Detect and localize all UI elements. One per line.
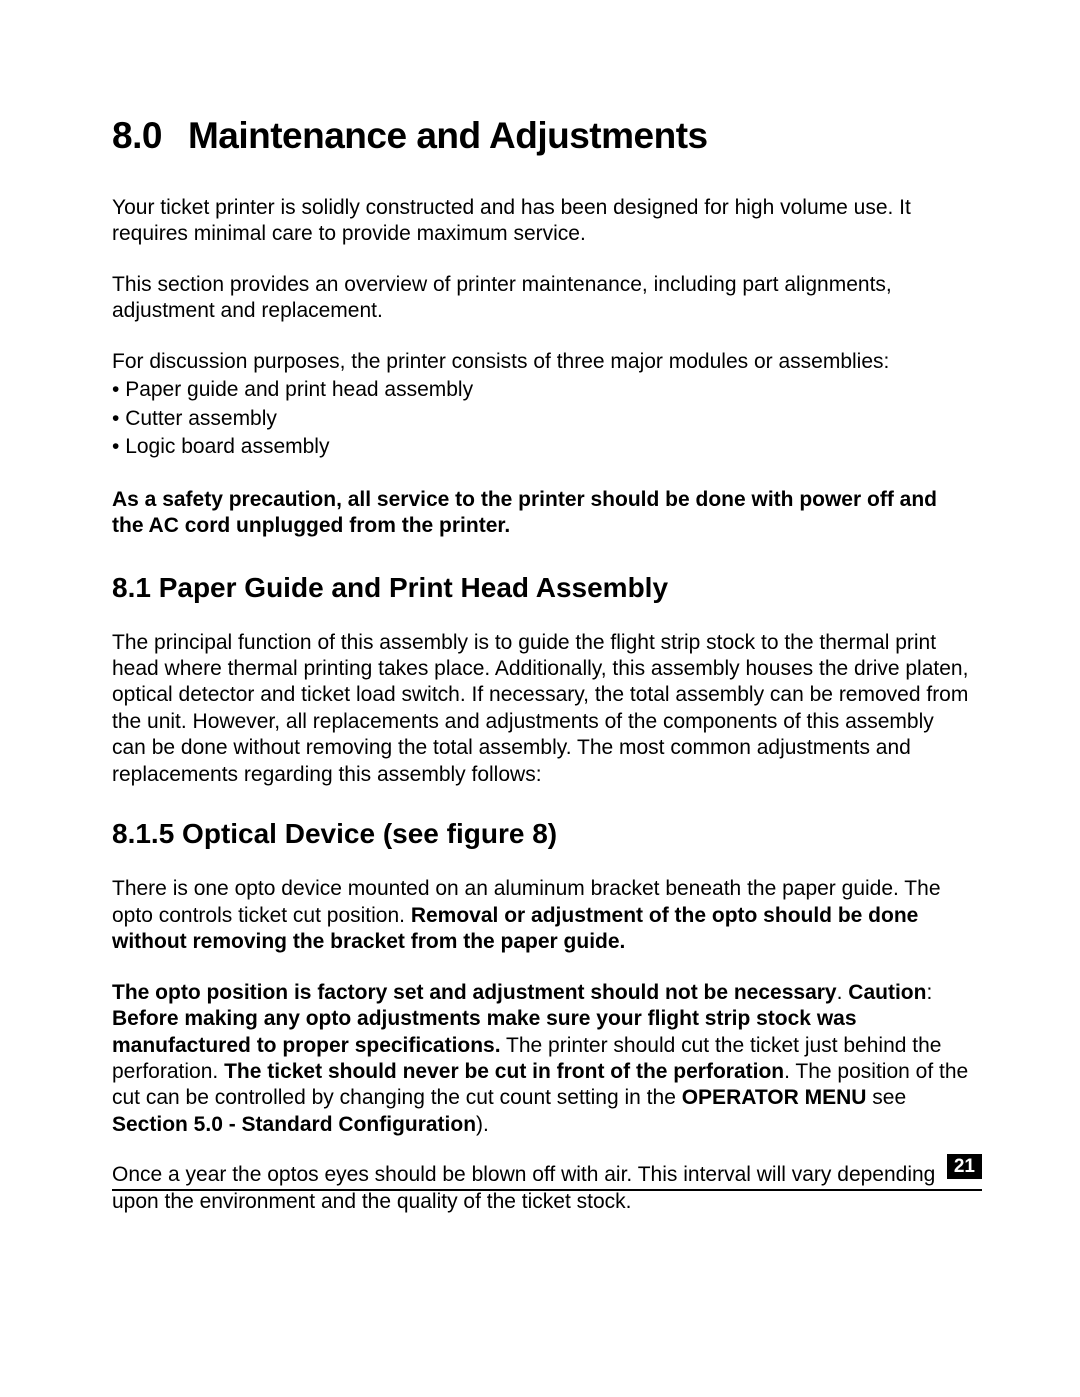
bullet-item-2: Cutter assembly — [112, 406, 970, 432]
optical-para-1: There is one opto device mounted on an a… — [112, 876, 970, 955]
safety-note: As a safety precaution, all service to t… — [112, 487, 970, 540]
heading-number: 8.0 — [112, 115, 162, 157]
p2-mid3: see — [866, 1086, 906, 1109]
document-page: 8.0 Maintenance and Adjustments Your tick… — [0, 0, 1080, 1215]
bullet-item-3: Logic board assembly — [112, 434, 970, 460]
p2-b1: The opto position is factory set and adj… — [112, 981, 837, 1004]
page-number: 21 — [947, 1154, 982, 1179]
p2-colon: : — [926, 981, 932, 1004]
p2-b4: The ticket should never be cut in front … — [224, 1060, 784, 1083]
main-heading: 8.0 Maintenance and Adjustments — [112, 115, 970, 157]
footer-rule — [112, 1189, 982, 1191]
intro-paragraph-2: This section provides an overview of pri… — [112, 272, 970, 325]
bullet-item-1: Paper guide and print head assembly — [112, 377, 970, 403]
p2-b5: OPERATOR MENU — [682, 1086, 867, 1109]
p2-dot: . — [837, 981, 849, 1004]
p2-end: ). — [476, 1113, 489, 1136]
modules-intro: For discussion purposes, the printer con… — [112, 349, 970, 375]
section-8-1-5-heading: 8.1.5 Optical Device (see figure 8) — [112, 818, 970, 850]
intro-paragraph-1: Your ticket printer is solidly construct… — [112, 195, 970, 248]
p2-b6: Section 5.0 - Standard Configuration — [112, 1113, 476, 1136]
p2-b2: Caution — [848, 981, 926, 1004]
section-8-1-body: The principal function of this assembly … — [112, 630, 970, 789]
heading-title: Maintenance and Adjustments — [188, 115, 708, 156]
section-8-1-heading: 8.1 Paper Guide and Print Head Assembly — [112, 572, 970, 604]
optical-para-2: The opto position is factory set and adj… — [112, 980, 970, 1139]
